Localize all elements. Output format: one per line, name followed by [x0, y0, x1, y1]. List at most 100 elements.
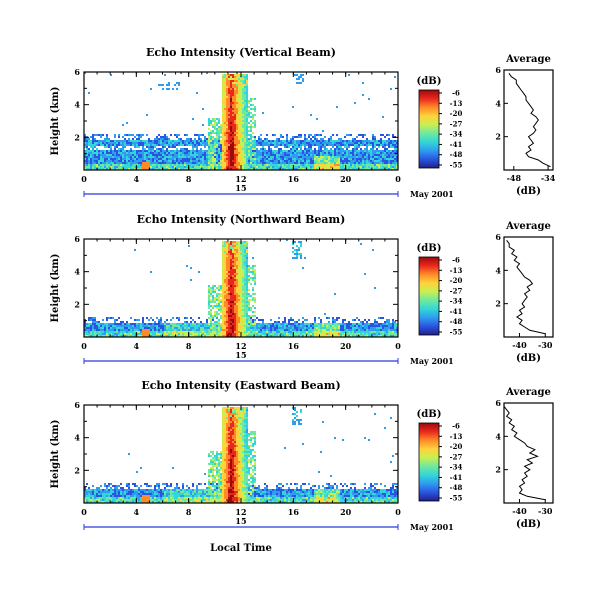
heatmap-cell: [294, 321, 296, 323]
heatmap-cell: [222, 156, 224, 158]
heatmap-cell: [262, 112, 264, 114]
heatmap-cell: [240, 150, 242, 152]
heatmap-cell: [236, 283, 238, 285]
heatmap-cell: [142, 319, 144, 321]
heatmap-cell: [106, 146, 108, 148]
heatmap-cell: [234, 307, 236, 309]
heatmap-cell: [124, 142, 126, 144]
heatmap-cell: [230, 132, 232, 134]
heatmap-cell: [114, 136, 116, 138]
heatmap-cell: [236, 146, 238, 148]
heatmap-cell: [388, 150, 390, 152]
heatmap-cell: [348, 164, 350, 166]
heatmap-cell: [134, 136, 136, 138]
heatmap-cell: [148, 150, 150, 152]
heatmap-cell: [254, 144, 256, 146]
heatmap-cell: [208, 289, 210, 291]
heatmap-cell: [94, 333, 96, 335]
heatmap-cell: [230, 92, 232, 94]
heatmap-cell: [210, 132, 212, 134]
heatmap-cell: [142, 329, 144, 331]
heatmap-cell: [258, 335, 260, 337]
heatmap-cell: [340, 154, 342, 156]
heatmap-cell: [100, 323, 102, 325]
heatmap-cell: [222, 134, 224, 136]
heatmap-cell: [350, 327, 352, 329]
heatmap-cell: [246, 146, 248, 148]
heatmap-cell: [298, 160, 300, 162]
heatmap-cell: [262, 319, 264, 321]
heatmap-cell: [244, 102, 246, 104]
heatmap-cell: [352, 144, 354, 146]
heatmap-cell: [282, 164, 284, 166]
heatmap-cell: [220, 164, 222, 166]
heatmap-cell: [316, 140, 318, 142]
heatmap-cell: [216, 142, 218, 144]
heatmap-cell: [158, 325, 160, 327]
heatmap-cell: [226, 285, 228, 287]
heatmap-cell: [132, 154, 134, 156]
heatmap-cell: [242, 154, 244, 156]
heatmap-cell: [242, 80, 244, 82]
heatmap-cell: [316, 168, 318, 170]
heatmap-cell: [240, 92, 242, 94]
heatmap-cell: [290, 154, 292, 156]
heatmap-cell: [226, 257, 228, 259]
heatmap-cell: [226, 164, 228, 166]
heatmap-cell: [188, 323, 190, 325]
heatmap-cell: [340, 327, 342, 329]
heatmap-cell: [314, 162, 316, 164]
heatmap-cell: [150, 152, 152, 154]
heatmap-cell: [366, 154, 368, 156]
heatmap-cell: [240, 142, 242, 144]
heatmap-cell: [188, 329, 190, 331]
heatmap-cell: [290, 319, 292, 321]
heatmap-cell: [230, 251, 232, 253]
heatmap-cell: [228, 243, 230, 245]
heatmap-cell: [112, 142, 114, 144]
heatmap-cell: [326, 325, 328, 327]
heatmap-cell: [202, 108, 204, 110]
heatmap-cell: [348, 152, 350, 154]
heatmap-cell: [206, 168, 208, 170]
heatmap-cell: [226, 110, 228, 112]
heatmap-cell: [234, 120, 236, 122]
heatmap-cell: [182, 335, 184, 337]
heatmap-cell: [238, 152, 240, 154]
heatmap-cell: [260, 144, 262, 146]
heatmap-cell: [276, 142, 278, 144]
heatmap-cell: [376, 154, 378, 156]
heatmap-cell: [226, 243, 228, 245]
heatmap-cell: [114, 168, 116, 170]
heatmap-cell: [196, 150, 198, 152]
heatmap-cell: [360, 331, 362, 333]
heatmap-cell: [238, 259, 240, 261]
heatmap-cell: [356, 156, 358, 158]
heatmap-cell: [136, 134, 138, 136]
heatmap-cell: [238, 94, 240, 96]
heatmap-cell: [110, 74, 112, 76]
heatmap-cell: [342, 319, 344, 321]
heatmap-cell: [128, 158, 130, 160]
heatmap-cell: [260, 148, 262, 150]
heatmap-cell: [366, 142, 368, 144]
heatmap-cell: [232, 257, 234, 259]
heatmap-cell: [294, 325, 296, 327]
heatmap-cell: [280, 140, 282, 142]
heatmap-cell: [304, 140, 306, 142]
heatmap-cell: [368, 154, 370, 156]
heatmap-cell: [246, 128, 248, 130]
heatmap-cell: [296, 144, 298, 146]
heatmap-cell: [154, 329, 156, 331]
heatmap-cell: [254, 277, 256, 279]
heatmap-cell: [358, 134, 360, 136]
heatmap-cell: [226, 82, 228, 84]
heatmap-cell: [246, 152, 248, 154]
heatmap-cell: [94, 317, 96, 319]
heatmap-cell: [316, 335, 318, 337]
heatmap-cell: [336, 168, 338, 170]
heatmap-cell: [216, 297, 218, 299]
heatmap-cell: [244, 84, 246, 86]
heatmap-cell: [240, 146, 242, 148]
heatmap-cell: [166, 156, 168, 158]
